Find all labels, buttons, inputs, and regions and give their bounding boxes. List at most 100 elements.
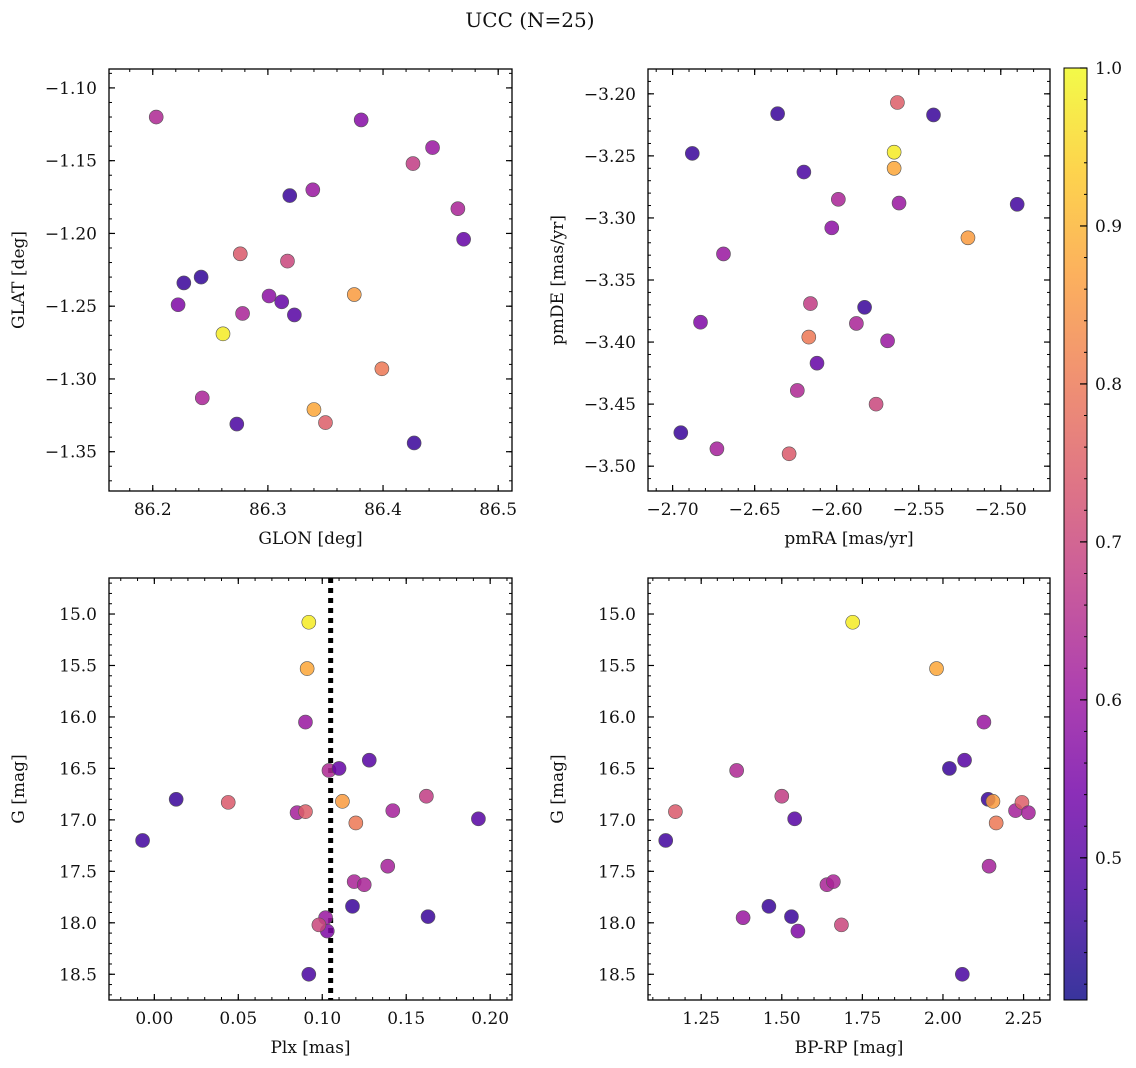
y-tick-label: −1.25: [45, 297, 97, 317]
data-point: [456, 231, 471, 247]
data-point: [976, 714, 992, 730]
y-tick-label: 15.0: [598, 605, 636, 625]
y-tick-label: −3.25: [584, 147, 636, 167]
data-point: [298, 804, 313, 819]
y-tick-label: 17.0: [59, 811, 97, 831]
data-point: [280, 253, 295, 269]
data-point: [274, 294, 290, 310]
x-tick-label: 2.00: [924, 1009, 962, 1029]
x-axis-label: BP-RP [mag]: [795, 1038, 904, 1058]
data-point: [668, 804, 683, 819]
y-tick-label: −1.20: [45, 224, 97, 244]
data-point: [981, 858, 997, 874]
y-axis-label: G [mag]: [9, 754, 29, 823]
x-tick-label: 0.15: [387, 1009, 425, 1029]
panel-plx-g: 0.00 0.05 0.10 0.15 0.20 15.0 15.5 16.0 16.5 17.0…: [9, 577, 513, 1058]
x-tick-label: 1.50: [763, 1009, 801, 1029]
data-point: [824, 220, 840, 236]
data-point: [673, 425, 689, 440]
y-tick-label: −3.50: [584, 457, 636, 477]
data-point: [929, 661, 944, 676]
colorbar-tick-label: 1.0: [1095, 59, 1122, 79]
y-tick-label: −1.30: [45, 370, 97, 390]
data-point: [301, 614, 317, 630]
data-point: [716, 246, 731, 262]
colorbar-tick-label: 0.7: [1095, 533, 1122, 553]
data-point: [729, 763, 744, 778]
data-point: [770, 106, 785, 121]
panel-glon-glat: 86.2 86.3 86.4 86.5 −1.10 −1.15 −1.20 −1.25 −1.3…: [9, 68, 517, 549]
plot-frame: [108, 68, 513, 492]
x-tick-label: 86.2: [134, 500, 172, 520]
data-point: [960, 230, 976, 246]
data-point: [170, 297, 186, 313]
data-point: [353, 112, 369, 128]
x-tick-label: 0.20: [471, 1009, 509, 1029]
data-point: [194, 390, 210, 406]
data-point: [356, 877, 372, 893]
data-point: [135, 833, 150, 848]
y-tick-label: 17.0: [598, 811, 636, 831]
y-tick-label: −3.20: [584, 85, 636, 105]
data-point: [834, 917, 849, 933]
data-point: [735, 910, 751, 925]
y-tick-label: 16.0: [59, 708, 97, 728]
data-point: [709, 441, 725, 457]
y-tick-label: −3.45: [584, 395, 636, 415]
data-point: [1021, 805, 1036, 820]
x-axis-label: GLON [deg]: [258, 529, 362, 549]
data-point: [845, 614, 861, 630]
data-point: [985, 794, 1001, 809]
colorbar-tick-label: 0.6: [1095, 691, 1122, 711]
data-point: [148, 109, 164, 125]
y-tick-label: 18.5: [598, 965, 636, 985]
data-point: [880, 333, 895, 349]
data-point: [685, 146, 700, 161]
y-tick-label: 16.0: [598, 708, 636, 728]
x-tick-label: −2.60: [811, 500, 863, 520]
y-tick-label: 15.5: [59, 656, 97, 676]
data-point: [809, 355, 825, 371]
x-tick-label: 86.4: [364, 500, 402, 520]
figure-title: UCC (N=25): [465, 8, 594, 32]
x-tick-label: 0.05: [219, 1009, 257, 1029]
x-axis-label: pmRA [mas/yr]: [784, 529, 913, 549]
colorbar-tick-label: 0.9: [1095, 217, 1122, 237]
data-point: [790, 383, 805, 398]
y-tick-label: 16.5: [598, 759, 636, 779]
data-point: [787, 811, 802, 827]
y-tick-label: 17.5: [598, 862, 636, 882]
data-point: [796, 164, 812, 180]
colorbar-tick-label: 0.8: [1095, 375, 1122, 395]
data-point: [176, 275, 192, 291]
data-point: [406, 435, 422, 451]
data-point: [942, 761, 957, 776]
data-point: [831, 192, 846, 207]
x-tick-label: 86.5: [479, 500, 517, 520]
data-point: [193, 269, 209, 285]
colorbar-gradient: [1063, 67, 1088, 1001]
data-point: [298, 714, 313, 730]
y-tick-label: −3.35: [584, 271, 636, 291]
y-tick-label: 17.5: [59, 862, 97, 882]
data-point: [450, 201, 466, 216]
data-point: [693, 314, 708, 330]
y-axis-label: G [mag]: [548, 754, 568, 823]
y-tick-label: 18.0: [598, 914, 636, 934]
x-axis-label: Plx [mas]: [270, 1038, 350, 1058]
y-tick-label: 18.5: [59, 965, 97, 985]
y-tick-label: −1.35: [45, 443, 97, 463]
data-point: [658, 833, 674, 848]
x-tick-label: −2.70: [647, 500, 699, 520]
y-axis-label: GLAT [deg]: [9, 231, 29, 329]
data-point: [425, 140, 440, 155]
data-point: [419, 788, 434, 804]
data-point: [849, 316, 864, 331]
x-tick-label: 0.10: [303, 1009, 341, 1029]
data-point: [790, 923, 806, 939]
data-point: [301, 966, 317, 982]
x-tick-label: −2.55: [893, 500, 945, 520]
data-point: [348, 815, 364, 831]
x-tick-label: 0.00: [135, 1009, 173, 1029]
